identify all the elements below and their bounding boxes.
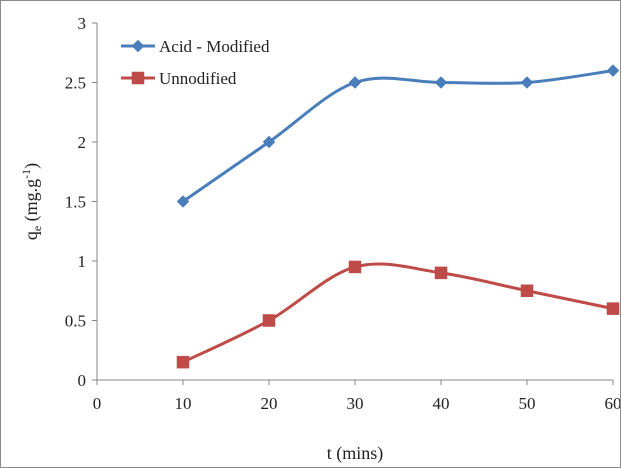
chart-legend: Acid - Modified Unnodified [121, 37, 270, 88]
series-1-point [262, 135, 276, 149]
x-tick-label: 20 [261, 394, 278, 413]
x-axis-ticks: 0 10 20 30 40 50 60 [93, 380, 620, 413]
y-tick-label: 1 [78, 252, 87, 271]
legend-label-1: Acid - Modified [159, 37, 270, 56]
y-axis-title-suffix: ) [21, 163, 42, 169]
series-1-point [176, 195, 190, 208]
x-tick-label: 50 [519, 394, 536, 413]
y-tick-label: 2.5 [65, 74, 86, 93]
legend-label-2: Unnodified [159, 69, 237, 88]
series-2-point [348, 260, 362, 274]
y-tick-label: 2 [78, 133, 87, 152]
y-axis-title-unit: (mg.g [21, 179, 42, 226]
y-axis-title-base: q [21, 231, 41, 240]
series-1-point [520, 76, 534, 89]
series-1-point [348, 76, 362, 89]
x-tick-label: 60 [605, 394, 621, 413]
series-2-point [606, 302, 620, 315]
x-tick-label: 40 [433, 394, 450, 413]
series-2-point [434, 266, 448, 280]
y-tick-label: 0 [78, 371, 87, 390]
y-axis-title: qe (mg.g-1) [19, 163, 44, 240]
y-tick-label: 0.5 [65, 312, 86, 331]
series-1 [176, 64, 620, 208]
y-axis-title-superscript: -1 [19, 169, 33, 179]
legend-swatch-marker-2 [131, 71, 145, 85]
x-tick-label: 0 [93, 394, 102, 413]
series-2-point [176, 355, 190, 369]
legend-entry-2: Unnodified [121, 69, 237, 88]
series-2-point [520, 284, 534, 297]
y-axis-title-subscript: e [30, 226, 44, 231]
y-axis-ticks: 0 0.5 1 1.5 2 2.5 3 [65, 14, 97, 390]
series-2-line [181, 262, 615, 364]
legend-swatch-marker-1 [131, 39, 145, 53]
series-1-point [606, 64, 620, 77]
x-tick-label: 30 [347, 394, 364, 413]
y-tick-label: 3 [78, 14, 87, 33]
legend-entry-1: Acid - Modified [121, 37, 270, 56]
series-layer [176, 64, 620, 369]
series-2 [176, 260, 620, 369]
x-tick-label: 10 [175, 394, 192, 413]
x-axis-title: t (mins) [327, 443, 384, 464]
series-1-point [434, 76, 448, 89]
y-tick-label: 1.5 [65, 193, 86, 212]
series-2-point [262, 314, 276, 327]
series-1-line [181, 69, 615, 203]
